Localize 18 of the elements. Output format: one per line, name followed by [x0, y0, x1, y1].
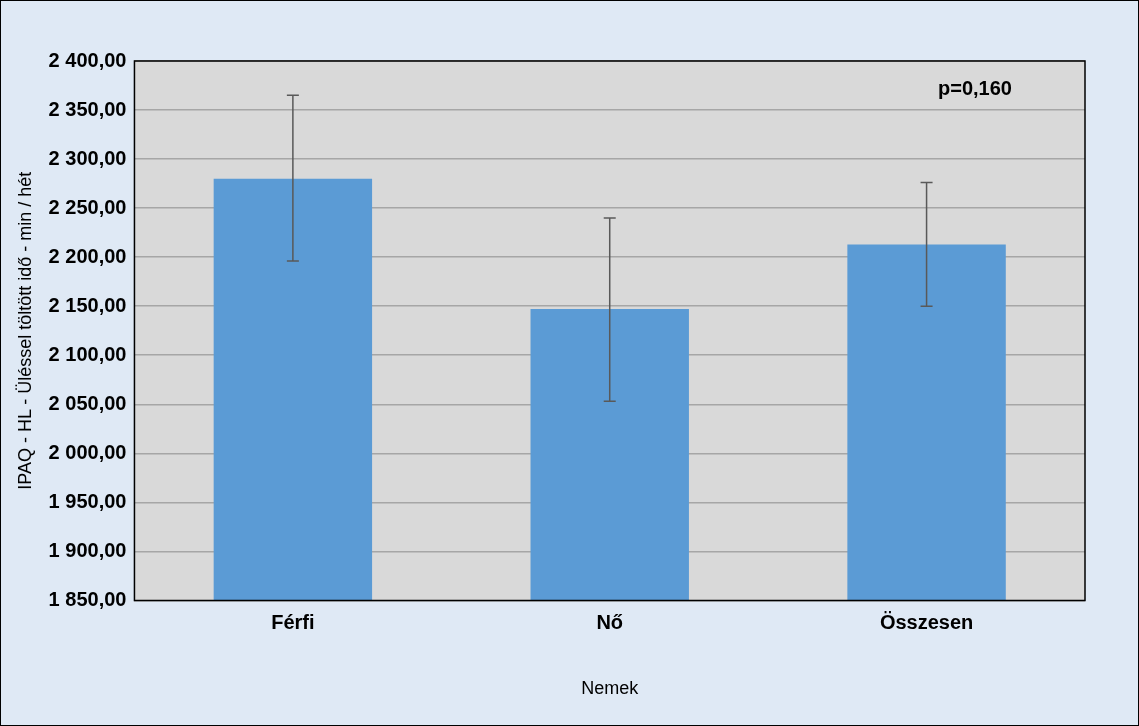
- y-axis-title: IPAQ - HL - Üléssel töltött idő - min / hét: [14, 171, 35, 490]
- y-tick-label: 1 900,00: [48, 538, 127, 561]
- y-tick-label: 2 200,00: [48, 244, 127, 267]
- annotation: p=0,160: [938, 76, 1012, 99]
- y-tick-label: 2 400,00: [48, 48, 127, 71]
- y-tick-label: 2 050,00: [48, 391, 127, 414]
- x-tick-label: Összesen: [879, 610, 974, 633]
- y-tick-label: 2 350,00: [48, 97, 127, 120]
- x-axis-title: Nemek: [581, 678, 640, 699]
- y-tick-label: 2 100,00: [48, 342, 127, 365]
- y-tick-label: 2 150,00: [48, 293, 127, 316]
- y-tick-label: 1 950,00: [48, 489, 127, 512]
- y-tick-label: 1 850,00: [48, 587, 127, 610]
- x-tick-label: Férfi: [271, 610, 315, 633]
- x-tick-label: Nő: [596, 610, 624, 633]
- y-tick-label: 2 300,00: [48, 146, 127, 169]
- y-tick-label: 2 000,00: [48, 440, 127, 463]
- y-tick-label: 2 250,00: [48, 195, 127, 218]
